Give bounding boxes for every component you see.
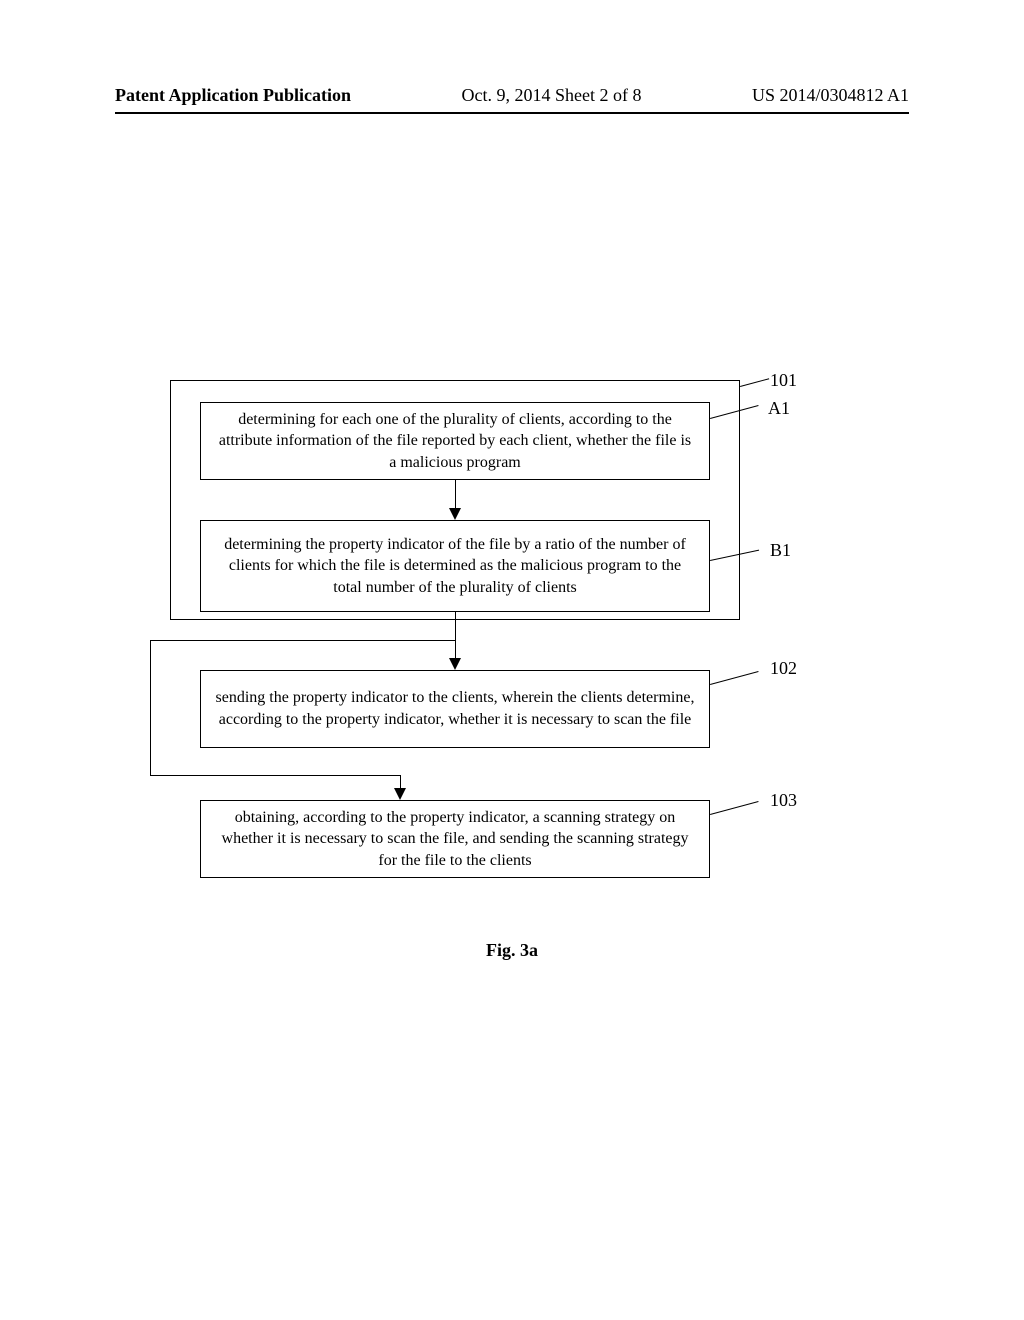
header-rule	[115, 112, 909, 114]
arrow-to-102	[449, 658, 461, 670]
leader-102	[710, 671, 759, 685]
arrow-a1-b1	[449, 508, 461, 520]
box-103-text: obtaining, according to the property ind…	[215, 807, 695, 872]
header-left: Patent Application Publication	[115, 85, 351, 106]
box-102: sending the property indicator to the cl…	[200, 670, 710, 748]
arrow-to-103	[394, 788, 406, 800]
leader-103	[710, 801, 759, 815]
label-102: 102	[770, 658, 797, 679]
label-101: 101	[770, 370, 797, 391]
header-center: Oct. 9, 2014 Sheet 2 of 8	[462, 85, 642, 106]
flowchart: 101 determining for each one of the plur…	[170, 380, 850, 930]
box-b1-text: determining the property indicator of th…	[215, 534, 695, 599]
label-a1: A1	[768, 398, 790, 419]
conn-b1-down	[455, 612, 456, 640]
box-102-text: sending the property indicator to the cl…	[215, 687, 695, 730]
figure-caption: Fig. 3a	[0, 940, 1024, 961]
conn-branch-hleft	[150, 640, 455, 641]
conn-branch-vleft	[150, 640, 151, 775]
box-a1: determining for each one of the pluralit…	[200, 402, 710, 480]
label-103: 103	[770, 790, 797, 811]
box-b1: determining the property indicator of th…	[200, 520, 710, 612]
box-103: obtaining, according to the property ind…	[200, 800, 710, 878]
leader-101	[740, 378, 769, 387]
label-b1: B1	[770, 540, 791, 561]
header-right: US 2014/0304812 A1	[752, 85, 909, 106]
page-header: Patent Application Publication Oct. 9, 2…	[0, 85, 1024, 106]
box-a1-text: determining for each one of the pluralit…	[215, 409, 695, 474]
conn-branch-hbot	[150, 775, 400, 776]
